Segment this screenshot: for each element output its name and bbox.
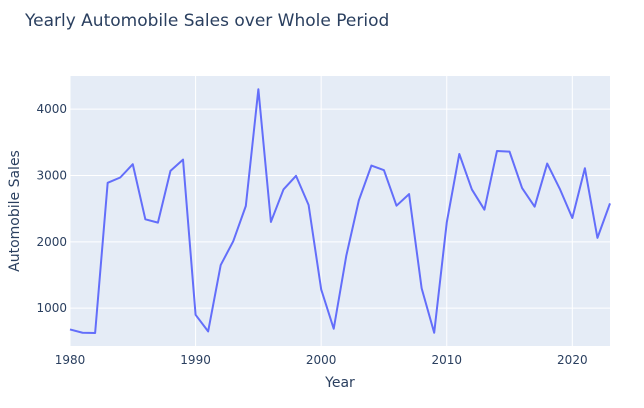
y-axis-title: Automobile Sales <box>7 150 23 272</box>
plot-area <box>70 76 610 346</box>
y-tick-label-3000: 3000 <box>36 169 67 183</box>
x-axis-ticks: 1980 1990 2000 2010 2020 <box>55 353 588 367</box>
x-tick-label-1990: 1990 <box>180 353 211 367</box>
x-tick-label-1980: 1980 <box>55 353 86 367</box>
y-axis-ticks: 1000 2000 3000 4000 <box>36 102 67 315</box>
x-tick-label-2010: 2010 <box>431 353 462 367</box>
x-axis-title: Year <box>324 375 355 391</box>
y-tick-label-2000: 2000 <box>36 235 67 249</box>
chart-title: Yearly Automobile Sales over Whole Perio… <box>24 11 389 31</box>
y-tick-label-4000: 4000 <box>36 102 67 116</box>
y-tick-label-1000: 1000 <box>36 301 67 315</box>
x-tick-label-2000: 2000 <box>306 353 337 367</box>
x-tick-label-2020: 2020 <box>557 353 588 367</box>
